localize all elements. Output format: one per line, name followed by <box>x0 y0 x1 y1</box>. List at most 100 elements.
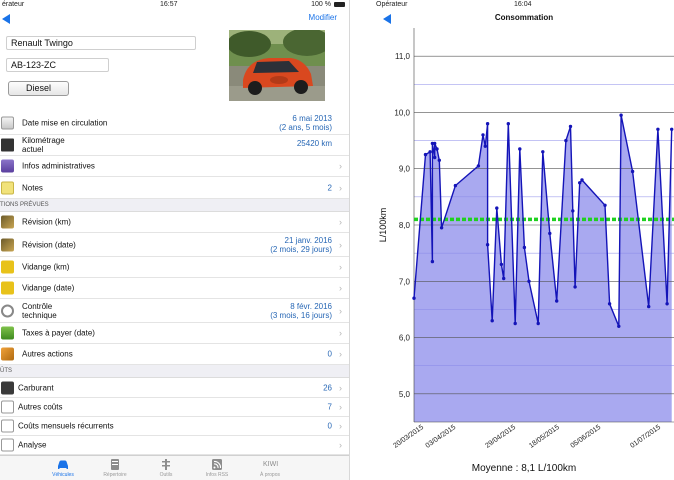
tab-directory[interactable]: Répertoire <box>90 458 140 478</box>
data-point <box>656 127 660 131</box>
row-oil-change-km[interactable]: Vidange (km) › <box>0 257 349 278</box>
tab-about[interactable]: KIWI À propos <box>245 458 295 478</box>
inspection-label-line2: technique <box>22 310 57 320</box>
row-value: 8 févr. 2016 (3 mois, 16 jours) <box>270 302 332 320</box>
battery-label: 100 % <box>311 1 331 8</box>
fuel-pump-icon <box>1 381 14 394</box>
data-point <box>428 150 432 154</box>
row-fuel[interactable]: Carburant 26 › <box>0 378 349 398</box>
consumption-area <box>414 115 672 422</box>
recurring-icon <box>1 419 14 433</box>
mileage-value: 25420 km <box>296 139 332 148</box>
back-arrow-icon[interactable] <box>2 14 10 24</box>
data-point <box>506 122 510 126</box>
data-point <box>412 296 416 300</box>
data-point <box>435 147 439 151</box>
folder-icon <box>1 159 14 173</box>
data-point <box>437 158 441 162</box>
data-point <box>502 276 506 281</box>
section-header-costs: ÛTS <box>0 365 349 378</box>
row-other-costs[interactable]: Autres coûts 7 › <box>0 398 349 417</box>
chevron-right-icon: › <box>339 328 342 338</box>
car-photo[interactable] <box>229 30 325 101</box>
consumption-line <box>413 115 673 327</box>
row-label: Révision (date) <box>22 240 76 249</box>
fuel-type-button[interactable]: Diesel <box>8 81 69 96</box>
data-point <box>527 279 531 283</box>
data-point <box>518 147 522 151</box>
data-point <box>481 133 485 137</box>
recurring-costs-count: 0 <box>327 421 332 431</box>
tab-tools[interactable]: Outils <box>141 458 191 478</box>
screen-divider <box>350 0 374 480</box>
vehicle-detail-screen: érateur 16:57 100 % Modifier Renault Twi… <box>0 0 350 480</box>
chart-icon <box>1 438 14 452</box>
data-point <box>607 302 612 306</box>
battery-icon <box>334 2 345 7</box>
other-actions-count: 0 <box>327 349 332 359</box>
consumption-chart: 5,0 6,0 7,0 8,0 9,0 10,0 11,0 L/100km 20/03/2015… <box>378 28 674 450</box>
y-axis-label: L/100km <box>378 208 388 243</box>
calendar-icon <box>1 116 14 129</box>
row-label: Révision (km) <box>22 217 71 227</box>
row-label: Kilométrage actuel <box>22 136 65 154</box>
section-header-planned: TIONS PRÉVUES <box>0 199 349 212</box>
book-icon <box>111 459 119 470</box>
data-point <box>423 152 428 157</box>
y-tick-label: 10,0 <box>394 108 410 117</box>
car-icon <box>58 460 68 469</box>
tab-vehicles[interactable]: Véhicules <box>38 458 88 478</box>
row-taxes[interactable]: Taxes à payer (date) › <box>0 323 349 344</box>
chevron-right-icon: › <box>339 349 342 359</box>
back-arrow-icon[interactable] <box>383 14 391 24</box>
carrier-label: érateur <box>2 1 25 8</box>
inspection-date-value: 8 févr. 2016 <box>290 301 332 311</box>
data-point <box>568 124 573 129</box>
chevron-right-icon: › <box>339 262 342 272</box>
data-point <box>499 262 504 267</box>
chevron-right-icon: › <box>339 382 342 393</box>
row-service-date[interactable]: Révision (date) 21 janv. 2016 (2 mois, 2… <box>0 233 349 257</box>
row-admin-info[interactable]: Infos administratives › <box>0 156 349 177</box>
row-value: 6 mai 2013 (2 ans, 5 mois) <box>279 114 332 132</box>
row-registration-date[interactable]: Date mise en circulation 6 mai 2013 (2 a… <box>0 111 349 135</box>
row-oil-change-date[interactable]: Vidange (date) › <box>0 278 349 299</box>
data-point <box>522 245 527 250</box>
data-point <box>580 178 584 182</box>
status-time: 16:57 <box>160 1 178 8</box>
row-label: Analyse <box>18 440 47 450</box>
edit-button[interactable]: Modifier <box>308 13 337 22</box>
data-point <box>476 164 481 168</box>
license-plate-field[interactable]: AB-123-ZC <box>6 58 109 72</box>
x-tick-label: 29/04/2015 <box>484 424 517 450</box>
car-photo-icon <box>229 30 325 101</box>
vehicle-name-field[interactable]: Renault Twingo <box>6 36 196 50</box>
data-point <box>647 304 651 309</box>
tab-bar: Véhicules Répertoire Outils Infos RSS KI… <box>0 455 349 480</box>
other-costs-count: 7 <box>327 402 332 412</box>
tab-rss[interactable]: Infos RSS <box>192 458 242 478</box>
inspection-remaining-value: (3 mois, 16 jours) <box>270 310 332 320</box>
data-point <box>483 144 487 148</box>
row-service-km[interactable]: Révision (km) › <box>0 212 349 233</box>
data-point <box>571 209 575 213</box>
mileage-label: Kilométrage <box>22 136 65 145</box>
data-point <box>665 302 669 306</box>
data-point <box>670 127 674 131</box>
oil-can-icon <box>1 281 14 295</box>
data-point <box>485 122 490 126</box>
row-notes[interactable]: Notes 2 › <box>0 177 349 199</box>
row-label: Notes <box>22 183 43 192</box>
row-analysis[interactable]: Analyse › <box>0 436 349 455</box>
carrier-label: Opérateur <box>376 1 408 8</box>
row-mileage[interactable]: Kilométrage actuel 25420 km <box>0 135 349 156</box>
row-technical-inspection[interactable]: Contrôle technique 8 févr. 2016 (3 mois,… <box>0 299 349 323</box>
row-recurring-costs[interactable]: Coûts mensuels récurrents 0 › <box>0 417 349 436</box>
tab-label: Infos RSS <box>205 472 229 478</box>
chevron-right-icon: › <box>339 161 342 171</box>
chevron-right-icon: › <box>339 305 342 316</box>
row-label: Autres coûts <box>18 402 63 412</box>
data-point <box>430 259 435 264</box>
data-point <box>619 113 623 117</box>
row-other-actions[interactable]: Autres actions 0 › <box>0 344 349 365</box>
